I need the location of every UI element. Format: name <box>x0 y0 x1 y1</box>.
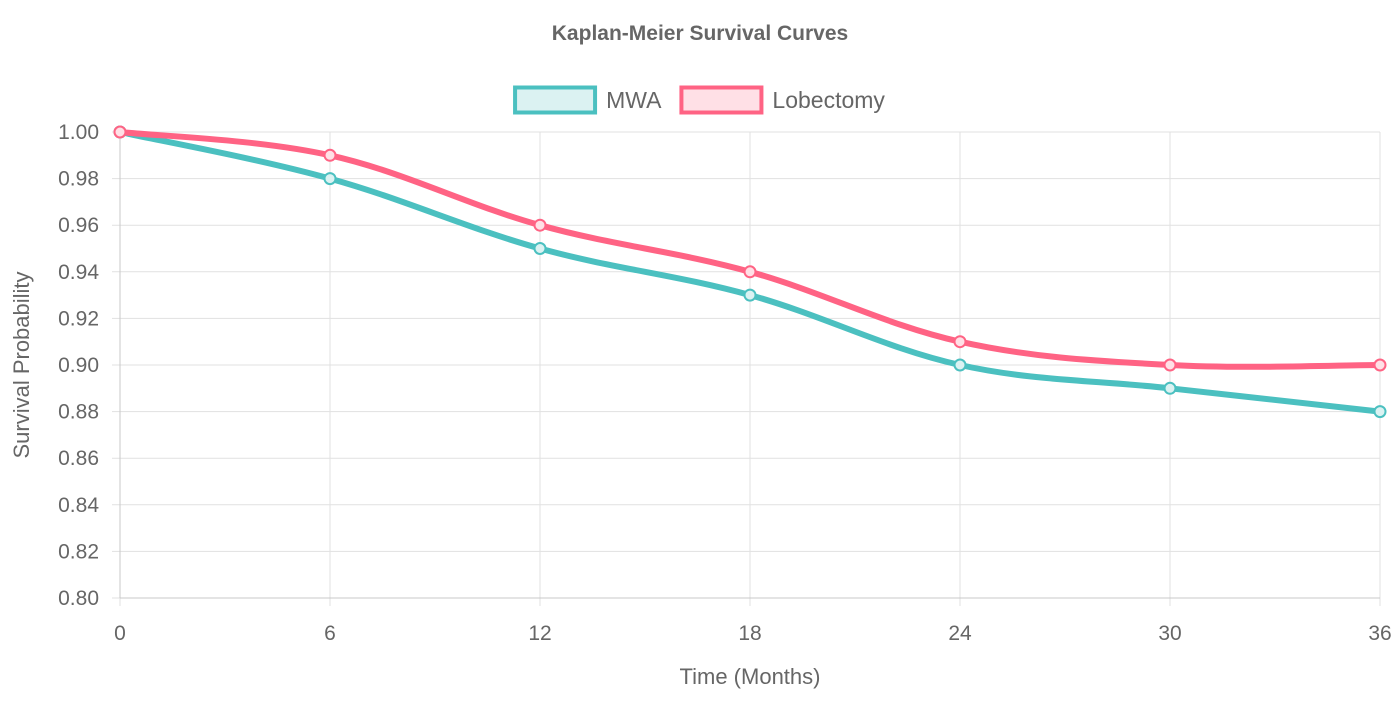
legend-swatch-lobectomy <box>679 85 764 115</box>
lobectomy-point[interactable] <box>323 148 337 162</box>
mwa-point[interactable] <box>1373 405 1387 419</box>
mwa-point[interactable] <box>743 288 757 302</box>
x-tick-label: 24 <box>948 622 972 645</box>
series-lobectomy <box>113 125 1387 372</box>
y-tick-label: 0.82 <box>58 540 99 563</box>
y-tick-label: 0.84 <box>58 494 99 517</box>
x-tick-label: 0 <box>114 622 126 645</box>
lobectomy-point[interactable] <box>1163 358 1177 372</box>
lobectomy-point[interactable] <box>1373 358 1387 372</box>
tick-labels: 0.80 0.82 0.84 0.86 0.88 0.90 0.92 0.94 0.96 0.98… <box>58 121 1392 645</box>
x-axis-title: Time (Months) <box>680 664 821 689</box>
y-tick-label: 0.86 <box>58 447 99 470</box>
y-tick-label: 1.00 <box>58 121 99 144</box>
y-tick-label: 0.96 <box>58 214 99 237</box>
y-tick-label: 0.88 <box>58 401 99 424</box>
lobectomy-point[interactable] <box>953 335 967 349</box>
lobectomy-point[interactable] <box>743 265 757 279</box>
legend[interactable]: MWA Lobectomy <box>513 85 885 115</box>
y-tick-label: 0.98 <box>58 168 99 191</box>
x-tick-label: 30 <box>1158 622 1181 645</box>
series-lines <box>113 125 1387 419</box>
axes <box>119 132 1380 599</box>
mwa-point[interactable] <box>323 172 337 186</box>
legend-label-lobectomy: Lobectomy <box>772 87 885 113</box>
y-tick-label: 0.80 <box>58 587 99 610</box>
x-tick-label: 12 <box>528 622 551 645</box>
y-tick-label: 0.92 <box>58 307 99 330</box>
x-tick-label: 6 <box>324 622 336 645</box>
y-axis-title: Survival Probability <box>9 271 34 458</box>
lobectomy-point[interactable] <box>113 125 127 139</box>
legend-item-lobectomy[interactable]: Lobectomy <box>679 85 885 115</box>
y-tick-label: 0.90 <box>58 354 99 377</box>
y-tick-label: 0.94 <box>58 261 99 284</box>
x-tick-label: 36 <box>1368 622 1391 645</box>
chart-title: Kaplan-Meier Survival Curves <box>552 22 848 45</box>
lobectomy-point[interactable] <box>533 218 547 232</box>
x-tick-label: 18 <box>738 622 761 645</box>
mwa-point[interactable] <box>1163 381 1177 395</box>
legend-label-mwa: MWA <box>606 87 662 113</box>
legend-item-mwa[interactable]: MWA <box>513 85 662 115</box>
legend-swatch-mwa <box>513 85 598 115</box>
mwa-point[interactable] <box>953 358 967 372</box>
mwa-point[interactable] <box>533 242 547 255</box>
grid-lines <box>112 131 1381 606</box>
